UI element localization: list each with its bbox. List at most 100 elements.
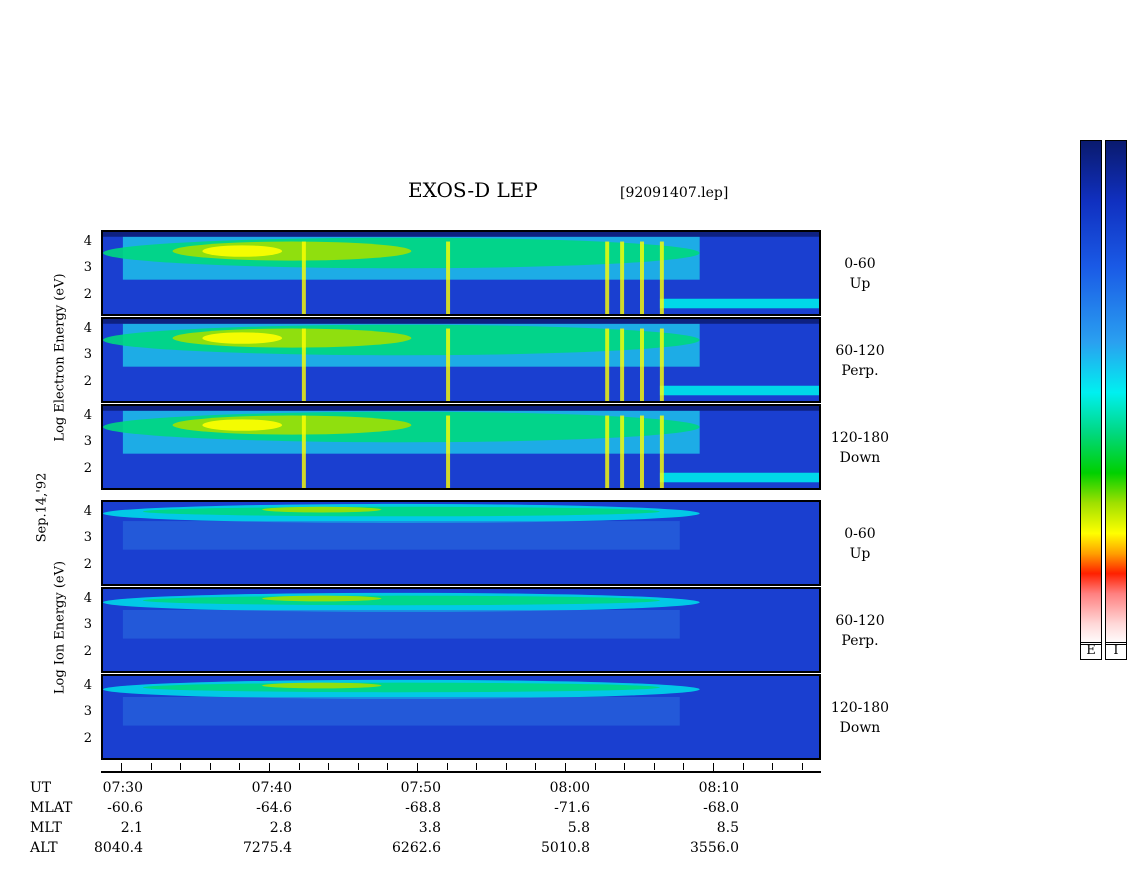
row-value: 5010.8: [541, 840, 590, 856]
colorbar-electron: [1080, 140, 1102, 645]
row-label: MLAT: [30, 800, 73, 816]
time-tick: [387, 763, 389, 770]
y-tick-label: 4: [83, 504, 92, 519]
y-tick-label: 2: [83, 374, 92, 389]
row-value: -71.6: [554, 800, 590, 816]
time-tick: [298, 763, 300, 770]
y-tick-label: 3: [83, 617, 92, 632]
time-tick: [713, 763, 714, 773]
electron-ylabel: Log Electron Energy (eV): [52, 273, 68, 442]
spectrogram: [103, 406, 819, 488]
row-label: MLT: [30, 820, 62, 836]
row-label: ALT: [30, 840, 58, 856]
pitch-direction: Down: [839, 450, 881, 466]
row-value: 3.8: [418, 820, 441, 836]
row-value: 7275.4: [243, 840, 292, 856]
y-tick-label: 4: [83, 408, 92, 423]
row-value: 08:10: [698, 780, 739, 796]
row-value: -68.8: [405, 800, 441, 816]
row-value: 2.1: [120, 820, 143, 836]
row-value: 2.8: [269, 820, 292, 836]
time-tick: [328, 763, 330, 770]
y-tick-label: 4: [83, 234, 92, 249]
pitch-label: 0-60 Up: [825, 254, 895, 294]
pitch-direction: Up: [849, 546, 871, 562]
panel-ion-down: [101, 674, 821, 760]
time-tick: [683, 763, 685, 770]
y-tick-label: 2: [83, 461, 92, 476]
time-tick: [357, 763, 359, 770]
pitch-label: 60-120 Perp.: [825, 611, 895, 651]
time-tick: [446, 763, 448, 770]
colorbar-electron-label: E: [1080, 642, 1102, 660]
time-tick: [150, 763, 152, 770]
panel-electron-up: [101, 230, 821, 316]
date-label: Sep.14,'92: [34, 472, 50, 543]
spectrogram: [103, 676, 819, 758]
time-axis: [101, 771, 821, 773]
time-tick: [417, 763, 418, 773]
time-tick: [594, 763, 596, 770]
file-name: [92091407.lep]: [620, 185, 729, 201]
y-tick-label: 4: [83, 591, 92, 606]
time-tick: [180, 763, 182, 770]
time-tick: [565, 763, 566, 773]
row-value: 5.8: [567, 820, 590, 836]
time-tick: [239, 763, 241, 770]
row-label: UT: [30, 780, 52, 796]
y-tick-label: 2: [83, 731, 92, 746]
time-tick: [505, 763, 507, 770]
y-tick-label: 2: [83, 287, 92, 302]
pitch-range: 60-120: [835, 343, 885, 359]
colorbar-ion-label: I: [1105, 642, 1127, 660]
y-tick-label: 3: [83, 704, 92, 719]
time-tick: [209, 763, 211, 770]
row-value: 07:30: [102, 780, 143, 796]
ion-ylabel: Log Ion Energy (eV): [52, 560, 68, 695]
y-tick-label: 3: [83, 260, 92, 275]
time-tick: [476, 763, 478, 770]
y-tick-label: 4: [83, 321, 92, 336]
panel-ion-up: [101, 500, 821, 586]
pitch-range: 60-120: [835, 613, 885, 629]
row-value: -64.6: [256, 800, 292, 816]
time-tick: [801, 763, 803, 770]
pitch-range: 120-180: [830, 430, 890, 446]
time-tick: [121, 763, 122, 773]
time-tick: [653, 763, 655, 770]
time-tick: [535, 763, 537, 770]
row-value: -60.6: [107, 800, 143, 816]
row-value: 07:40: [251, 780, 292, 796]
pitch-direction: Perp.: [841, 633, 879, 649]
chart-title: EXOS-D LEP: [408, 178, 538, 202]
pitch-direction: Perp.: [841, 363, 879, 379]
colorbar-ion: [1105, 140, 1127, 645]
y-tick-label: 3: [83, 434, 92, 449]
row-value: -68.0: [703, 800, 739, 816]
row-value: 3556.0: [690, 840, 739, 856]
pitch-direction: Up: [849, 276, 871, 292]
panel-electron-down: [101, 404, 821, 490]
pitch-range: 0-60: [844, 526, 876, 542]
time-tick: [772, 763, 774, 770]
time-tick: [269, 763, 270, 773]
row-value: 8.5: [716, 820, 739, 836]
pitch-direction: Down: [839, 720, 881, 736]
y-tick-label: 2: [83, 644, 92, 659]
row-value: 07:50: [400, 780, 441, 796]
pitch-range: 120-180: [830, 700, 890, 716]
panel-ion-perp: [101, 587, 821, 673]
spectrogram: [103, 319, 819, 401]
spectrogram: [103, 589, 819, 671]
row-value: 8040.4: [94, 840, 143, 856]
y-tick-label: 4: [83, 678, 92, 693]
panel-electron-perp: [101, 317, 821, 403]
y-tick-label: 3: [83, 530, 92, 545]
y-tick-label: 3: [83, 347, 92, 362]
spectrogram: [103, 232, 819, 314]
time-tick: [624, 763, 626, 770]
y-tick-label: 2: [83, 557, 92, 572]
pitch-label: 60-120 Perp.: [825, 341, 895, 381]
pitch-range: 0-60: [844, 256, 876, 272]
pitch-label: 120-180 Down: [825, 698, 895, 738]
